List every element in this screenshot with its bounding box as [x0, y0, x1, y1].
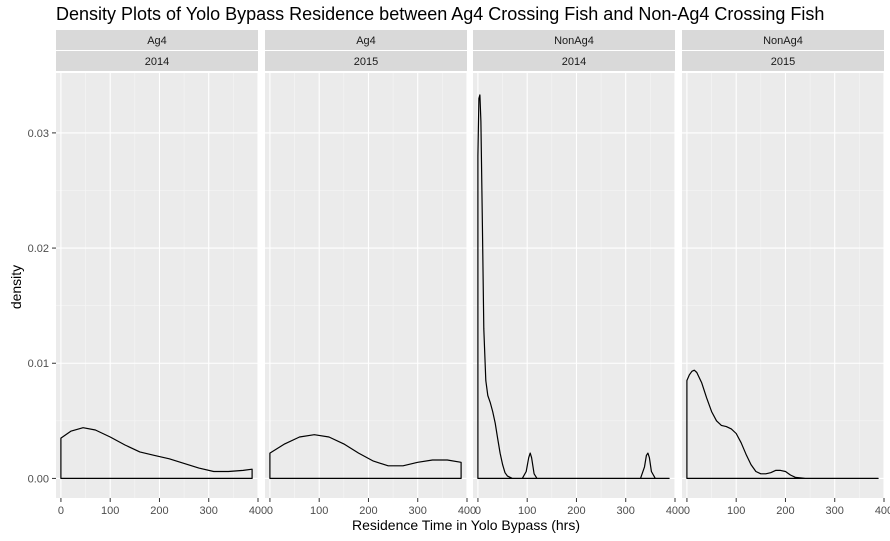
strip-background	[473, 30, 675, 50]
x-tick-label: 200	[776, 505, 794, 517]
x-tick-label: 300	[826, 505, 844, 517]
strip-label: 2015	[771, 56, 795, 68]
y-tick-label: 0.02	[28, 243, 49, 255]
x-tick-label: 100	[727, 505, 745, 517]
x-tick-label: 0	[475, 505, 481, 517]
panel-background	[682, 73, 884, 498]
panel-background	[56, 73, 258, 498]
strip-background	[56, 51, 258, 71]
density-curve	[269, 434, 462, 479]
x-tick-label: 0	[684, 505, 690, 517]
y-axis-title: density	[8, 265, 24, 309]
x-axis-title: Residence Time in Yolo Bypass (hrs)	[352, 517, 580, 533]
x-tick-label: 400	[666, 505, 684, 517]
chart-title: Density Plots of Yolo Bypass Residence b…	[56, 4, 824, 24]
strip-background	[56, 30, 258, 50]
y-tick-label: 0.03	[28, 128, 49, 140]
strip-background	[265, 51, 467, 71]
facet-panel-ag4-2015: Ag4 2015 0 100 200 300 400	[265, 30, 476, 517]
y-tick-label: 0.00	[28, 473, 49, 485]
strip-label: 2014	[145, 56, 169, 68]
strip-background	[265, 30, 467, 50]
x-tick-label: 0	[267, 505, 273, 517]
y-tick-label: 0.01	[28, 358, 49, 370]
strip-label: NonAg4	[763, 35, 803, 47]
strip-label: Ag4	[356, 35, 376, 47]
facet-panel-nonag4-2014: NonAg4 2014 0 100 200 300 400	[473, 30, 684, 517]
x-tick-label: 100	[310, 505, 328, 517]
x-tick-label: 400	[458, 505, 476, 517]
density-curve	[60, 427, 253, 479]
strip-label: Ag4	[147, 35, 167, 47]
x-tick-label: 100	[101, 505, 119, 517]
strip-background	[682, 30, 884, 50]
x-tick-label: 400	[875, 505, 890, 517]
x-tick-label: 0	[58, 505, 64, 517]
strip-label: 2015	[354, 56, 378, 68]
panel-background	[265, 73, 467, 498]
x-tick-label: 300	[617, 505, 635, 517]
density-curve	[477, 94, 670, 479]
strip-label: NonAg4	[554, 35, 594, 47]
x-tick-label: 200	[150, 505, 168, 517]
y-axis: 0.00 0.01 0.02 0.03	[28, 128, 56, 485]
facet-panel-nonag4-2015: NonAg4 2015 0 100 200 300 400	[682, 30, 890, 517]
x-tick-label: 300	[200, 505, 218, 517]
strip-background	[682, 51, 884, 71]
facet-panel-ag4-2014: Ag4 2014 0 100 200 300 400	[56, 30, 267, 517]
density-curve	[686, 369, 879, 479]
strip-label: 2014	[562, 56, 586, 68]
x-tick-label: 100	[518, 505, 536, 517]
x-tick-label: 200	[567, 505, 585, 517]
strip-background	[473, 51, 675, 71]
x-tick-label: 200	[359, 505, 377, 517]
x-tick-label: 300	[409, 505, 427, 517]
x-tick-label: 400	[249, 505, 267, 517]
facet-panels: Ag4 2014 0 100 200 300 400 Ag4 2015 0 100 200 300 400…	[56, 30, 890, 517]
panel-background	[473, 73, 675, 498]
